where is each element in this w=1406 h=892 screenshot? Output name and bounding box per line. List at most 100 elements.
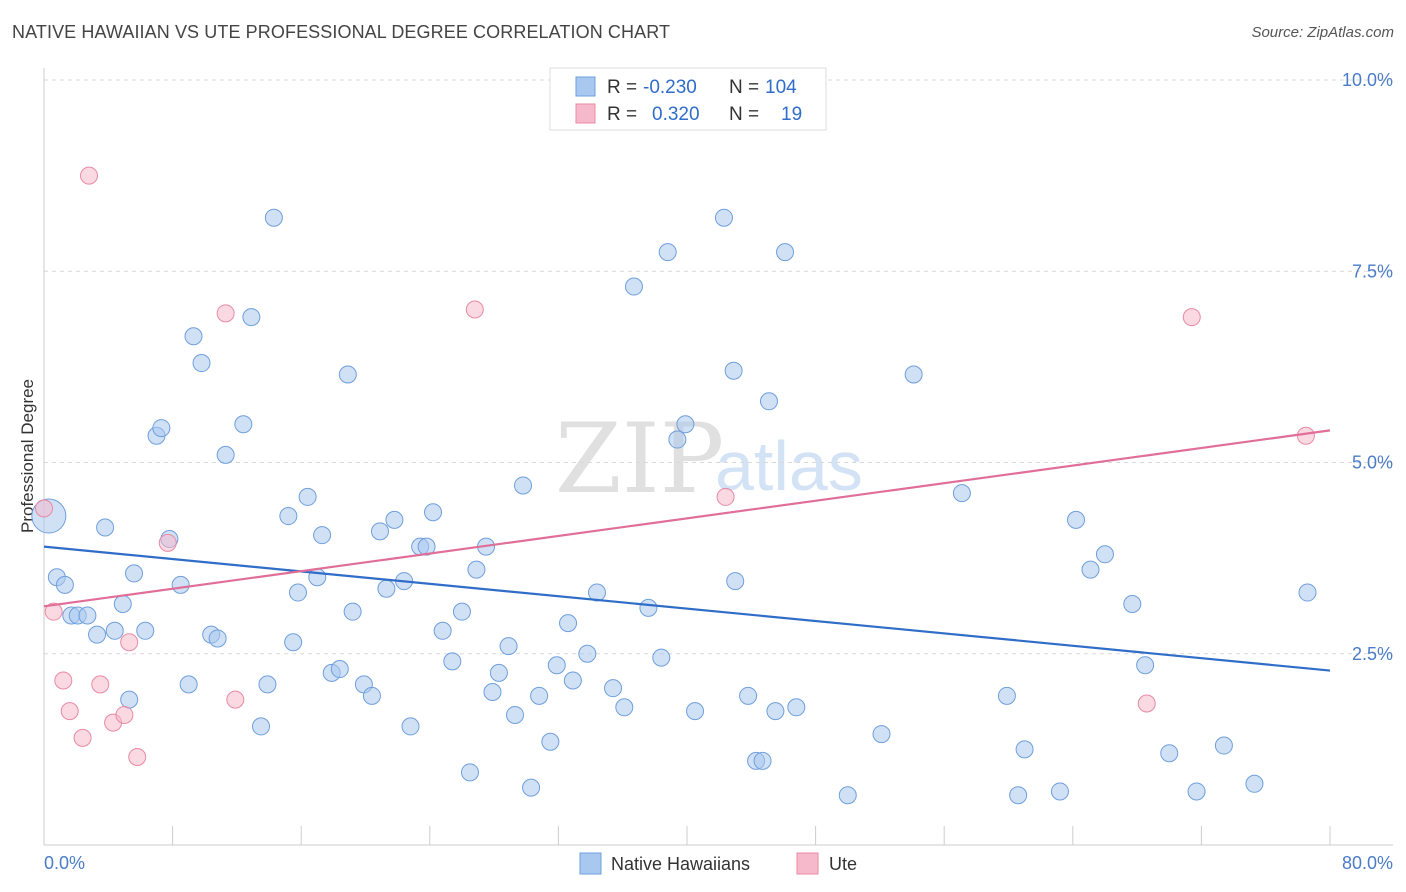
native-hawaiian-point	[298, 487, 317, 506]
native-hawaiian-point	[1136, 656, 1155, 675]
legend-n-label: N =	[729, 77, 759, 98]
trend-lines	[43, 429, 1331, 672]
native-hawaiian-point	[460, 763, 479, 782]
ute-point	[716, 487, 735, 506]
native-hawaiian-point	[88, 625, 107, 644]
legend-swatch-native-hawaiians	[575, 76, 596, 97]
native-hawaiian-point	[787, 698, 806, 717]
native-hawaiian-point	[522, 778, 541, 797]
native-hawaiian-point	[776, 243, 795, 262]
native-hawaiian-point	[499, 637, 518, 656]
ute-point	[91, 675, 110, 694]
legend-n-value: 19	[781, 104, 802, 125]
native-hawaiian-point	[370, 522, 389, 541]
native-hawaiian-point	[216, 445, 235, 464]
native-hawaiian-point	[284, 633, 303, 652]
native-hawaiian-point	[505, 705, 524, 724]
native-hawaiian-point	[489, 663, 508, 682]
native-hawaiian-point	[152, 419, 171, 438]
watermark: ZIP atlas	[555, 403, 863, 515]
native-hawaiian-point	[113, 595, 132, 614]
native-hawaiian-point	[171, 575, 190, 594]
native-hawaiian-point	[997, 686, 1016, 705]
ute-point	[60, 702, 79, 721]
native-hawaiian-point	[1015, 740, 1034, 759]
native-hawaiian-point	[78, 606, 97, 625]
native-hawaiian-point	[1214, 736, 1233, 755]
native-hawaiian-point	[258, 675, 277, 694]
ute-point	[115, 705, 134, 724]
native-hawaiian-point	[724, 361, 743, 380]
native-hawaiian-point	[467, 560, 486, 579]
ute-trend-line	[43, 429, 1331, 608]
native-hawaiian-point	[952, 484, 971, 503]
native-hawaiian-point	[578, 644, 597, 663]
native-hawaiian-point	[652, 648, 671, 667]
native-hawaiian-point	[1095, 545, 1114, 564]
native-hawaiian-point	[1298, 583, 1317, 602]
native-hawaiian-point	[208, 629, 227, 648]
native-hawaiian-point	[639, 598, 658, 617]
native-hawaiian-point	[136, 621, 155, 640]
native-hawaiian-point	[385, 510, 404, 529]
native-hawaiian-point	[234, 415, 253, 434]
watermark-atlas: atlas	[715, 427, 863, 505]
native-hawaiian-point	[739, 686, 758, 705]
native-hawaiian-point	[452, 602, 471, 621]
native-hawaiian-point	[343, 602, 362, 621]
ute-point	[216, 304, 235, 323]
x-tick-label: 0.0%	[44, 853, 85, 873]
native-hawaiian-point	[55, 575, 74, 594]
native-hawaiian-point	[417, 537, 436, 556]
ute-point	[1182, 308, 1201, 327]
native-hawaiian-point	[483, 683, 502, 701]
legend-n-label: N =	[729, 104, 759, 125]
native-hawaiian-point	[125, 564, 144, 583]
y-tick-label: 7.5%	[1352, 261, 1393, 281]
y-tick-label: 2.5%	[1352, 644, 1393, 664]
native-hawaiian-point	[401, 717, 420, 736]
native-hawaiian-point	[547, 656, 566, 675]
grid-lines	[44, 79, 1393, 655]
ute-point	[54, 671, 73, 690]
native-hawaiian-point	[1123, 595, 1142, 614]
ute-point	[465, 300, 484, 319]
y-tick-label: 5.0%	[1352, 453, 1393, 473]
legend-swatch-native-hawaiians	[579, 852, 602, 875]
native-hawaiian-point	[530, 686, 549, 705]
native-hawaiian-point	[615, 698, 634, 717]
ute-point	[35, 499, 53, 518]
native-hawaiian-point	[433, 621, 452, 640]
ute-point	[158, 533, 177, 552]
ute-point	[120, 633, 139, 652]
native-hawaiian-point	[872, 725, 891, 744]
source-label: Source: ZipAtlas.com	[1251, 24, 1394, 41]
chart-title: NATIVE HAWAIIAN VS UTE PROFESSIONAL DEGR…	[12, 22, 671, 42]
native-hawaiian-point	[1160, 744, 1179, 763]
series-legend: Native Hawaiians Ute	[579, 852, 857, 875]
native-hawaiian-point	[514, 476, 533, 495]
native-hawaiian-point	[1081, 560, 1100, 579]
native-hawaiian-point	[541, 732, 560, 751]
native-hawaiian-point	[192, 354, 211, 373]
native-hawaiian-point	[330, 660, 349, 679]
legend-n-value: 104	[765, 77, 797, 98]
data-points	[31, 166, 1317, 805]
native-hawaiian-point	[443, 652, 462, 671]
native-hawaiian-point	[377, 579, 396, 598]
ute-point	[128, 748, 147, 767]
native-hawaiian-point	[838, 786, 857, 805]
native-hawaiian-point	[759, 392, 778, 411]
legend-label-ute: Ute	[829, 854, 857, 874]
native-hawaiian-point	[563, 671, 582, 690]
native-hawaiian-point	[308, 568, 327, 587]
legend-r-value: -0.230	[643, 77, 697, 98]
native-hawaiian-point	[120, 690, 139, 709]
native-hawaiian-point	[424, 503, 443, 522]
native-hawaiian-point	[179, 675, 198, 694]
native-hawaiian-point	[1245, 774, 1264, 793]
native-hawaiian-point	[753, 751, 772, 770]
legend-box	[549, 67, 827, 131]
native-hawaiian-point	[726, 572, 745, 591]
